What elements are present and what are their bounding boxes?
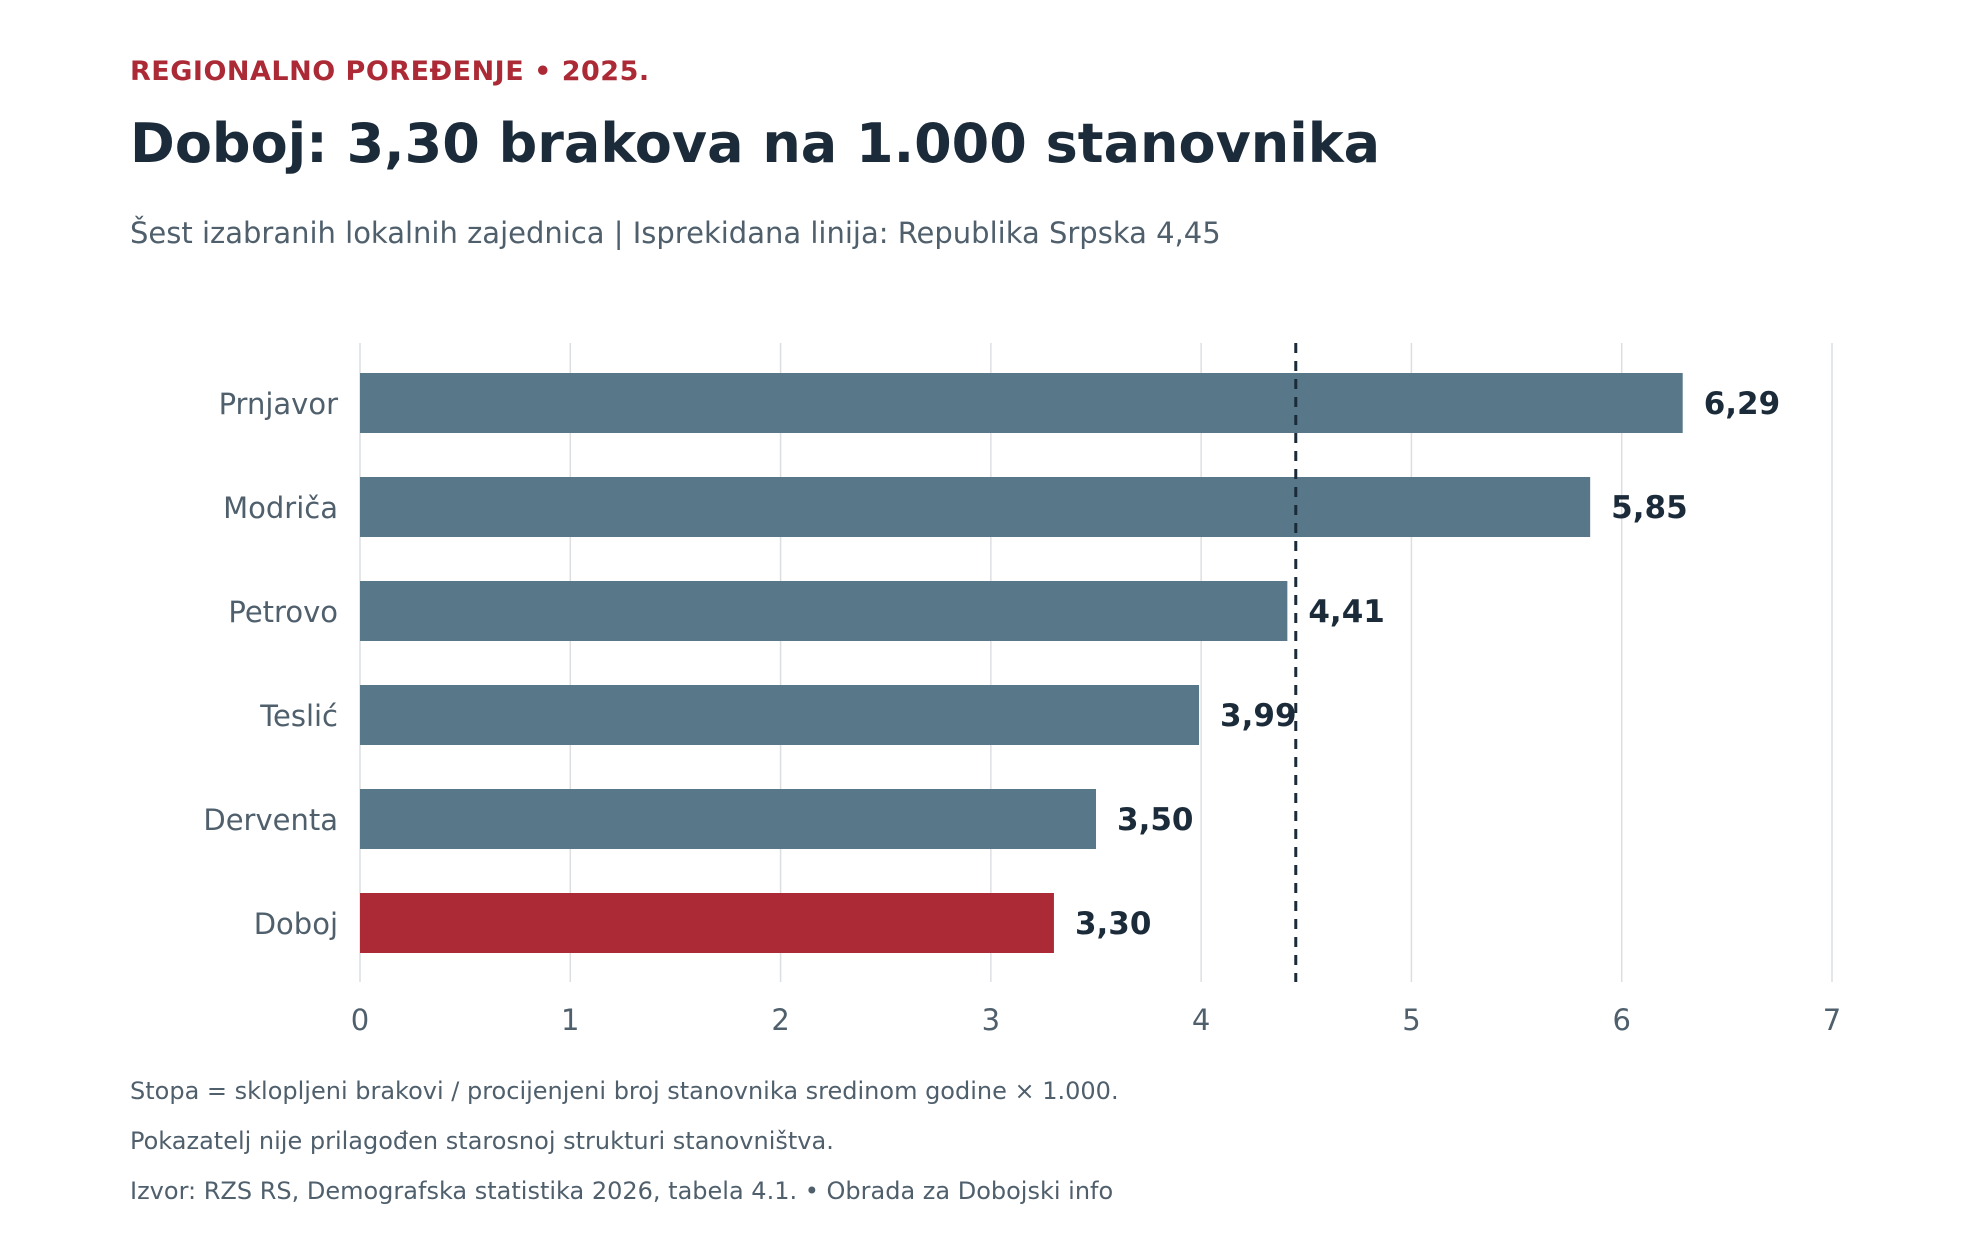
bar <box>360 477 1591 537</box>
x-tick-label: 6 <box>1612 1003 1630 1037</box>
x-tick-label: 3 <box>982 1003 1000 1037</box>
x-tick-label: 4 <box>1192 1003 1210 1037</box>
chart-title: Doboj: 3,30 brakova na 1.000 stanovnika <box>130 112 1381 175</box>
value-label: 4,41 <box>1308 594 1385 630</box>
bar <box>360 581 1288 641</box>
x-tick-label: 2 <box>771 1003 789 1037</box>
category-label: Teslić <box>259 699 338 733</box>
category-label: Modriča <box>223 491 338 525</box>
value-label: 3,50 <box>1117 802 1194 838</box>
chart-notes: Stopa = sklopljeni brakovi / procijenjen… <box>130 1076 1119 1226</box>
note-formula: Stopa = sklopljeni brakovi / procijenjen… <box>130 1077 1119 1105</box>
x-tick-label: 7 <box>1823 1003 1841 1037</box>
chart-subtitle: Šest izabranih lokalnih zajednica | Ispr… <box>130 216 1221 250</box>
note-adjustment: Pokazatelj nije prilagođen starosnoj str… <box>130 1127 834 1155</box>
category-label: Petrovo <box>228 595 338 629</box>
bar <box>360 789 1096 849</box>
note-source: Izvor: RZS RS, Demografska statistika 20… <box>130 1177 1114 1205</box>
chart-kicker: REGIONALNO POREĐENJE • 2025. <box>130 56 650 87</box>
x-tick-label: 0 <box>351 1003 369 1037</box>
value-label: 5,85 <box>1611 490 1688 526</box>
bar <box>360 893 1054 953</box>
value-label: 6,29 <box>1704 386 1781 422</box>
x-tick-label: 5 <box>1402 1003 1420 1037</box>
category-label: Doboj <box>254 907 338 941</box>
bar <box>360 373 1683 433</box>
bar <box>360 685 1200 745</box>
value-label: 3,99 <box>1220 698 1297 734</box>
x-tick-label: 1 <box>561 1003 579 1037</box>
value-label: 3,30 <box>1075 906 1152 942</box>
category-label: Derventa <box>203 803 338 837</box>
category-label: Prnjavor <box>219 387 339 421</box>
